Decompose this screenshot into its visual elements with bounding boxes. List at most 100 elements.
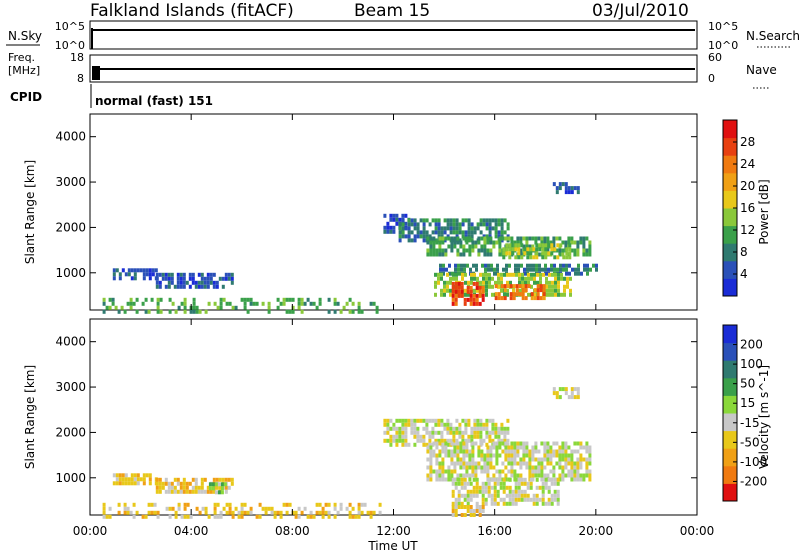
data-cell — [443, 230, 447, 235]
data-cell — [469, 505, 473, 509]
data-cell — [288, 502, 292, 507]
data-cell — [542, 284, 546, 289]
data-cell — [498, 240, 502, 245]
data-cell — [487, 263, 490, 268]
nsearch-tick-top: 10^5 — [708, 20, 738, 33]
data-cell — [546, 473, 550, 478]
data-cell — [469, 267, 472, 272]
data-cell — [465, 445, 469, 450]
data-cell — [224, 276, 228, 281]
data-cell — [552, 244, 556, 249]
data-cell — [398, 418, 402, 423]
data-cell — [348, 502, 352, 507]
data-cell — [492, 244, 496, 249]
data-cell — [540, 473, 544, 478]
data-cell — [440, 430, 444, 435]
data-cell — [112, 268, 116, 273]
data-cell — [398, 222, 402, 227]
data-cell — [478, 301, 482, 306]
data-cell — [508, 497, 512, 502]
data-cell — [183, 502, 187, 507]
data-cell — [158, 477, 162, 482]
data-cell — [533, 276, 536, 281]
data-cell — [159, 297, 163, 302]
data-cell — [516, 449, 520, 454]
data-cell — [484, 489, 488, 494]
data-cell — [437, 430, 441, 435]
data-cell — [461, 418, 465, 423]
data-cell — [570, 469, 574, 474]
data-cell — [485, 426, 489, 431]
data-cell — [525, 453, 529, 458]
data-cell — [471, 248, 475, 253]
data-cell — [464, 288, 467, 293]
data-cell — [315, 502, 319, 507]
data-cell — [485, 434, 489, 439]
data-cell — [461, 272, 464, 277]
data-cell — [435, 469, 439, 474]
data-cell — [469, 513, 473, 517]
data-cell — [453, 477, 457, 482]
data-cell — [470, 238, 474, 243]
data-cell — [508, 263, 511, 268]
data-cell — [455, 272, 458, 277]
data-cell — [539, 296, 543, 301]
data-cell — [460, 267, 463, 272]
data-cell — [429, 453, 433, 458]
data-cell — [471, 240, 475, 245]
data-cell — [468, 465, 472, 470]
data-cell — [432, 453, 436, 458]
data-cell — [215, 284, 219, 289]
data-cell — [213, 514, 217, 519]
data-cell — [437, 418, 441, 423]
data-cell — [563, 288, 566, 293]
data-cell — [534, 457, 538, 462]
data-cell — [218, 485, 222, 490]
colorbar-segment — [723, 243, 737, 262]
data-cell — [147, 502, 151, 507]
data-cell — [519, 441, 523, 446]
colorbar-segment — [723, 377, 737, 396]
data-cell — [212, 280, 216, 285]
data-cell — [528, 461, 532, 466]
data-cell — [401, 230, 405, 235]
data-cell — [177, 305, 181, 310]
data-cell — [476, 226, 480, 231]
nave-tick-bottom: 0 — [708, 72, 715, 85]
data-cell — [395, 442, 399, 447]
data-cell — [453, 453, 457, 458]
data-cell — [559, 263, 562, 268]
data-cell — [586, 263, 589, 268]
data-cell — [471, 449, 475, 454]
date-title: 03/Jul/2010 — [592, 1, 689, 21]
data-cell — [532, 497, 536, 502]
data-cell — [224, 477, 228, 482]
data-cell — [523, 247, 527, 252]
data-cell — [453, 469, 457, 474]
data-cell — [573, 469, 577, 474]
x-tick-label: 20:00 — [579, 524, 614, 538]
data-cell — [482, 280, 485, 285]
data-cell — [115, 477, 119, 482]
data-cell — [438, 252, 442, 257]
data-cell — [504, 477, 508, 482]
colorbar-tick-label: -200 — [740, 474, 767, 488]
data-cell — [493, 501, 497, 506]
data-cell — [490, 267, 493, 272]
data-cell — [549, 457, 553, 462]
data-cell — [164, 477, 168, 482]
data-cell — [550, 243, 554, 248]
data-cell — [488, 418, 492, 423]
data-cell — [148, 473, 152, 478]
data-cell — [471, 244, 475, 249]
data-cell — [440, 418, 444, 423]
data-cell — [564, 441, 568, 446]
data-cell — [336, 510, 340, 515]
data-cell — [240, 510, 244, 515]
data-cell — [533, 288, 537, 293]
data-cell — [559, 267, 562, 272]
data-cell — [438, 465, 442, 470]
data-cell — [148, 477, 152, 482]
data-cell — [515, 272, 518, 277]
data-cell — [473, 230, 477, 235]
